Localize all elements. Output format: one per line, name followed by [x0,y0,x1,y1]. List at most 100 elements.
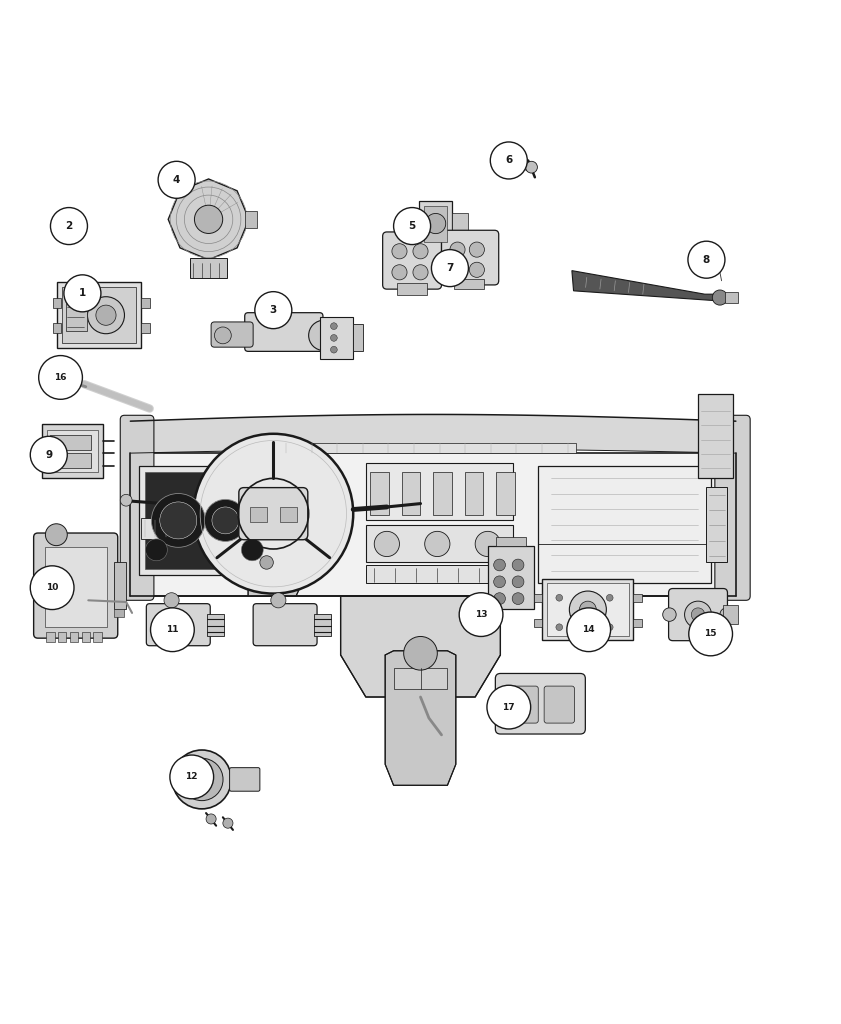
Circle shape [512,575,524,588]
Bar [45,547,107,628]
Circle shape [96,305,116,326]
Circle shape [426,213,446,233]
Bar [139,466,269,575]
Bar [723,605,738,624]
Polygon shape [168,179,249,260]
Circle shape [494,559,505,570]
Bar [141,298,150,307]
Text: 5: 5 [409,221,415,231]
Bar [538,466,711,584]
Bar [454,280,484,289]
Bar [366,463,513,520]
Circle shape [450,242,465,257]
Bar [254,516,315,562]
Circle shape [475,531,500,557]
Bar [245,211,257,227]
Circle shape [181,758,223,801]
Bar [314,613,331,636]
Circle shape [45,523,67,546]
Circle shape [255,292,292,329]
Text: 2: 2 [66,221,72,231]
Circle shape [490,142,527,179]
Bar [725,293,738,302]
Circle shape [151,608,194,651]
Circle shape [556,624,563,631]
Circle shape [606,624,613,631]
Polygon shape [248,514,320,596]
Bar [62,288,136,343]
Circle shape [87,297,124,334]
Circle shape [39,355,82,399]
Circle shape [206,814,216,824]
Circle shape [170,755,214,799]
Bar [401,472,420,514]
Bar [452,213,468,234]
Circle shape [688,242,725,279]
FancyBboxPatch shape [544,686,574,723]
Bar [419,201,452,247]
Bar [366,524,513,562]
Bar [464,472,483,514]
Circle shape [204,500,246,542]
FancyBboxPatch shape [146,604,210,646]
Circle shape [392,244,407,259]
Bar [82,632,90,642]
Circle shape [720,608,733,622]
Circle shape [194,205,223,233]
Circle shape [145,539,167,561]
Bar [547,584,629,636]
Bar [53,323,61,333]
FancyBboxPatch shape [669,589,727,641]
Circle shape [569,591,606,628]
Circle shape [392,265,407,280]
Bar [207,613,224,636]
Bar [93,632,102,642]
FancyBboxPatch shape [34,534,118,638]
Circle shape [151,494,205,547]
FancyBboxPatch shape [239,487,308,540]
Circle shape [413,244,428,259]
Bar [53,298,61,307]
FancyBboxPatch shape [120,416,154,600]
Circle shape [30,566,74,609]
Bar [66,298,87,331]
Bar [633,594,642,602]
Bar [190,258,227,279]
Circle shape [120,495,132,506]
Text: 16: 16 [55,373,66,382]
Circle shape [663,608,676,622]
Circle shape [164,593,179,608]
Text: 13: 13 [475,610,487,620]
Circle shape [212,507,239,534]
FancyBboxPatch shape [230,768,260,792]
FancyBboxPatch shape [508,686,538,723]
Circle shape [469,242,484,257]
Bar [46,632,55,642]
Circle shape [394,208,431,245]
Circle shape [309,321,339,350]
Circle shape [331,323,337,330]
Bar [698,394,733,478]
Bar [50,454,91,468]
Circle shape [685,601,711,628]
Bar [47,430,98,472]
Circle shape [689,612,733,655]
Bar [145,472,262,569]
Polygon shape [572,270,722,301]
Bar [130,454,736,596]
Circle shape [260,556,273,569]
Text: 6: 6 [505,156,512,166]
Bar [58,632,66,642]
Bar [633,618,642,628]
Text: 10: 10 [46,584,58,592]
FancyBboxPatch shape [715,416,750,600]
Polygon shape [385,651,456,785]
Circle shape [160,502,197,539]
Circle shape [712,290,727,305]
Text: 14: 14 [582,626,595,634]
Circle shape [450,262,465,278]
Circle shape [271,593,286,608]
Circle shape [494,575,505,588]
Bar [141,323,150,333]
Bar [42,424,103,478]
